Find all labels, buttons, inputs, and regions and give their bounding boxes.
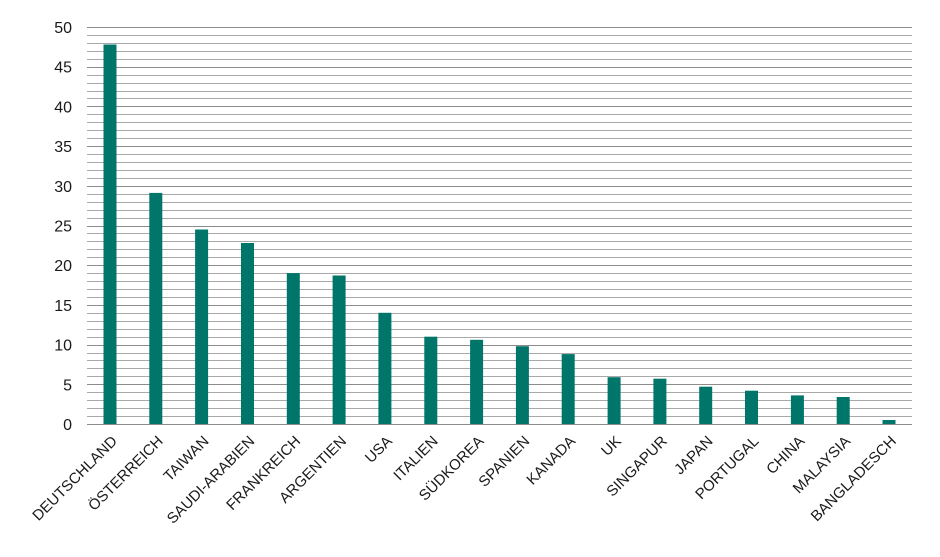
x-category-label: JAPAN (671, 433, 716, 478)
y-tick-label: 35 (54, 139, 72, 156)
bar-frankreich (286, 273, 300, 424)
y-tick-label: 0 (63, 417, 72, 434)
x-category-label: USA (362, 433, 396, 467)
x-category-label: CHINA (763, 433, 808, 478)
x-category-label: SPANIEN (475, 433, 533, 491)
bar-österreich (149, 192, 163, 424)
y-tick-label: 10 (54, 338, 72, 355)
bar-deutschland (103, 44, 117, 424)
y-tick-label: 20 (54, 258, 72, 275)
x-category-label: BANGLADESCH (808, 433, 900, 525)
bar-argentien (332, 275, 346, 424)
bar-spanien (515, 346, 529, 424)
bar-malaysia (836, 397, 850, 424)
grid-lines (87, 27, 912, 425)
x-category-label: KANADA (523, 433, 579, 489)
y-tick-label: 45 (54, 60, 72, 77)
bar-italien (424, 336, 438, 424)
x-category-label: UK (598, 433, 625, 460)
bar-japan (699, 386, 713, 424)
y-tick-label: 50 (54, 20, 72, 37)
y-tick-label: 15 (54, 298, 72, 315)
y-axis-tick-labels: 0 5 10 15 20 25 30 35 40 45 50 (54, 20, 72, 434)
bar-singapur (653, 378, 667, 424)
bar-china (790, 395, 804, 424)
bars (103, 44, 896, 424)
bar-südkorea (470, 339, 484, 424)
y-tick-label: 25 (54, 219, 72, 236)
y-tick-label: 30 (54, 179, 72, 196)
bar-kanada (561, 354, 575, 424)
bar-saudi-arabien (241, 243, 254, 424)
bar-taiwan (195, 229, 209, 424)
bar-usa (378, 312, 392, 424)
x-category-label: DEUTSCHLAND (29, 433, 121, 525)
bar-bangladesch (882, 420, 896, 424)
y-tick-label: 5 (63, 377, 72, 394)
bar-portugal (745, 390, 758, 424)
x-axis-category-labels: DEUTSCHLANDÖSTERREICHTAIWANSAUDI-ARABIEN… (29, 432, 900, 527)
bar-uk (607, 377, 621, 424)
y-tick-label: 40 (54, 99, 72, 116)
